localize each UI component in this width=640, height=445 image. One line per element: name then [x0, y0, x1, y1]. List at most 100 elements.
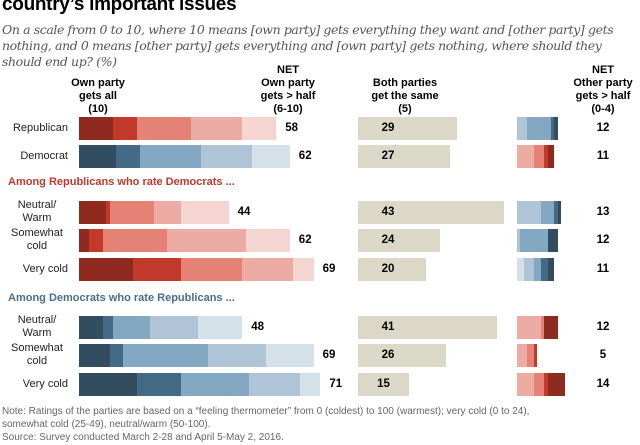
row-label: Very cold — [22, 263, 68, 275]
same-bar — [358, 316, 498, 339]
header-line: Own party — [71, 77, 125, 89]
own-party-segment — [106, 201, 110, 224]
net-own-label: 58 — [285, 122, 298, 134]
header-net-own: NET Own party gets > half (6-10) — [248, 64, 328, 116]
other-party-segment — [534, 344, 538, 367]
other-party-segment — [517, 344, 528, 367]
other-party-segment — [540, 316, 545, 339]
own-party-segment — [252, 145, 290, 168]
same-label: 41 — [381, 321, 395, 333]
own-party-segment — [167, 229, 246, 252]
row-label: Neutral/ Warm — [17, 314, 57, 339]
own-party-segment — [109, 201, 154, 224]
header-line: gets > half — [260, 90, 316, 102]
row-label: Neutral/ Warm — [17, 199, 57, 224]
other-party-segment — [547, 229, 558, 252]
same-bar — [358, 145, 450, 168]
net-other-label: 11 — [596, 150, 610, 162]
other-party-segment — [540, 201, 555, 224]
row-label: Somewhat cold — [11, 227, 63, 252]
header-line: Own party — [261, 77, 315, 89]
own-party-segment — [198, 316, 243, 339]
other-party-segment — [527, 344, 534, 367]
header-line: (0-4) — [591, 103, 615, 115]
own-party-segment — [181, 373, 249, 396]
row-label: Somewhat cold — [11, 342, 63, 367]
own-party-segment — [201, 145, 253, 168]
own-party-segment — [116, 145, 141, 168]
own-party-segment — [249, 373, 300, 396]
net-other-label: 5 — [599, 349, 607, 361]
header-line: gets all — [79, 90, 117, 102]
net-other-label: 12 — [596, 234, 610, 246]
other-party-segment — [554, 117, 558, 140]
own-party-segment — [113, 316, 151, 339]
header-net-other: NET Other party gets > half (0-4) — [568, 64, 638, 116]
same-label: 29 — [381, 122, 395, 134]
net-own-label: 69 — [322, 349, 336, 361]
header-line: get the same — [371, 90, 439, 102]
own-party-segment — [133, 258, 181, 281]
header-line: Other party — [573, 77, 633, 89]
header-line: (6-10) — [273, 103, 303, 115]
net-other-label: 12 — [596, 122, 610, 134]
other-party-segment — [527, 117, 551, 140]
other-party-segment — [544, 316, 558, 339]
same-label: 43 — [381, 206, 395, 218]
net-other-label: 11 — [596, 263, 610, 275]
own-party-segment — [79, 145, 117, 168]
own-party-segment — [109, 344, 124, 367]
same-label: 26 — [381, 349, 395, 361]
other-party-segment — [544, 145, 548, 168]
other-party-segment — [544, 373, 548, 396]
same-label: 24 — [381, 234, 395, 246]
other-party-segment — [557, 201, 562, 224]
same-label: 27 — [381, 150, 395, 162]
net-own-label: 62 — [298, 234, 312, 246]
net-own-label: 48 — [251, 321, 264, 333]
own-party-segment — [245, 229, 290, 252]
other-party-segment — [517, 145, 534, 168]
own-party-segment — [79, 316, 103, 339]
own-party-segment — [136, 117, 192, 140]
own-party-segment — [79, 344, 110, 367]
own-party-segment — [242, 117, 277, 140]
chart-subtitle: On a scale from 0 to 10, where 10 means … — [2, 22, 614, 69]
same-bar — [358, 344, 447, 367]
other-party-segment — [551, 117, 555, 140]
other-party-segment — [517, 316, 541, 339]
other-party-segment — [517, 373, 534, 396]
same-label: 20 — [381, 263, 395, 275]
same-bar — [358, 201, 505, 224]
own-party-segment — [113, 117, 137, 140]
own-party-segment — [123, 344, 209, 367]
same-bar — [358, 117, 457, 140]
note-line: somewhat cold (25-49), neutral/warm (50-… — [2, 419, 211, 430]
own-party-segment — [102, 316, 113, 339]
own-party-segment — [136, 373, 181, 396]
row-label: Democrat — [20, 150, 68, 162]
net-other-label: 12 — [596, 321, 610, 333]
note-line: Source: Survey conducted March 2-28 and … — [2, 432, 284, 443]
other-party-segment — [554, 201, 558, 224]
own-party-segment — [266, 344, 314, 367]
footnote: Note: Ratings of the parties are based o… — [2, 405, 632, 444]
own-party-segment — [102, 229, 168, 252]
own-party-segment — [242, 258, 294, 281]
chart-title: country’s important issues — [2, 0, 237, 15]
same-bar — [358, 258, 426, 281]
net-own-label: 71 — [329, 378, 343, 390]
header-line: (10) — [88, 103, 108, 115]
other-party-segment — [547, 258, 555, 281]
own-party-segment — [208, 344, 266, 367]
row-label: Republican — [12, 122, 68, 134]
own-party-segment — [89, 229, 103, 252]
net-other-label: 14 — [596, 378, 610, 390]
other-party-segment — [534, 145, 545, 168]
net-own-label: 62 — [298, 150, 312, 162]
header-line: gets > half — [575, 90, 631, 102]
other-party-segment — [517, 201, 541, 224]
own-party-segment — [300, 373, 321, 396]
other-party-segment — [520, 229, 548, 252]
net-own-label: 44 — [237, 206, 251, 218]
